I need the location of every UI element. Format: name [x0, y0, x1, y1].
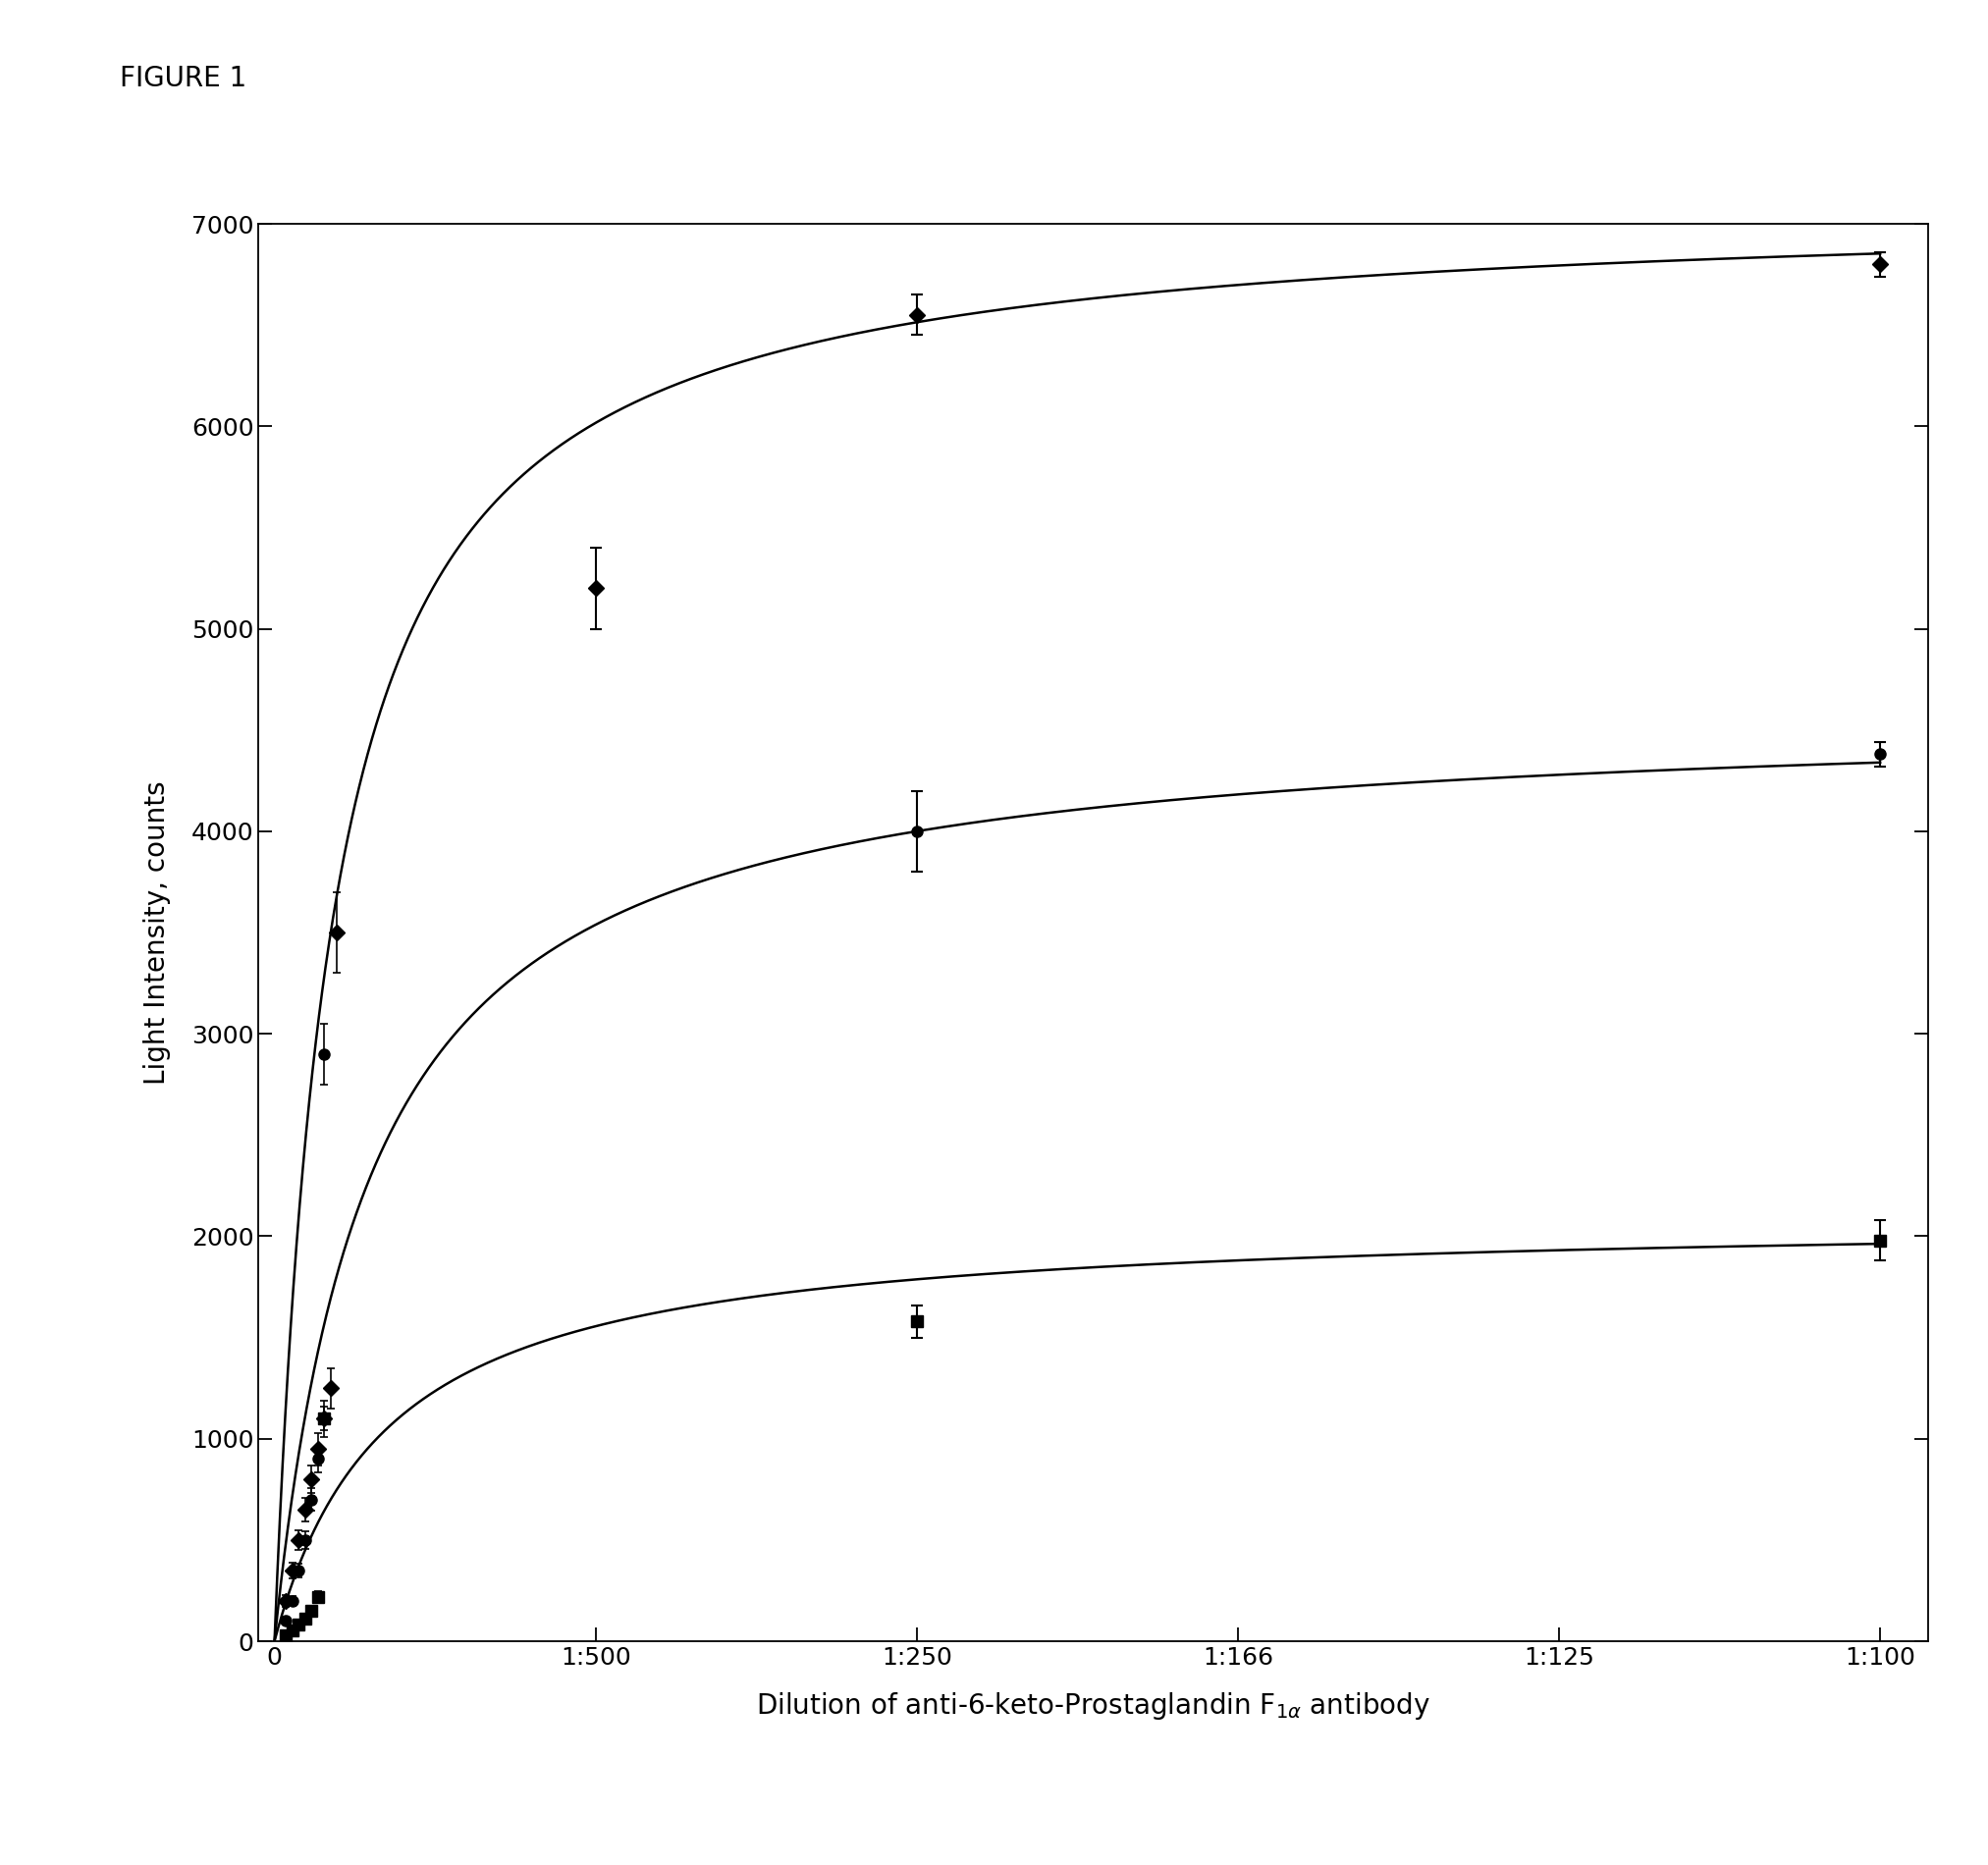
Y-axis label: Light Intensity, counts: Light Intensity, counts [143, 781, 171, 1084]
Text: FIGURE 1: FIGURE 1 [119, 65, 247, 93]
X-axis label: Dilution of anti-6-keto-Prostaglandin F$_{1\alpha}$ antibody: Dilution of anti-6-keto-Prostaglandin F$… [755, 1690, 1431, 1721]
